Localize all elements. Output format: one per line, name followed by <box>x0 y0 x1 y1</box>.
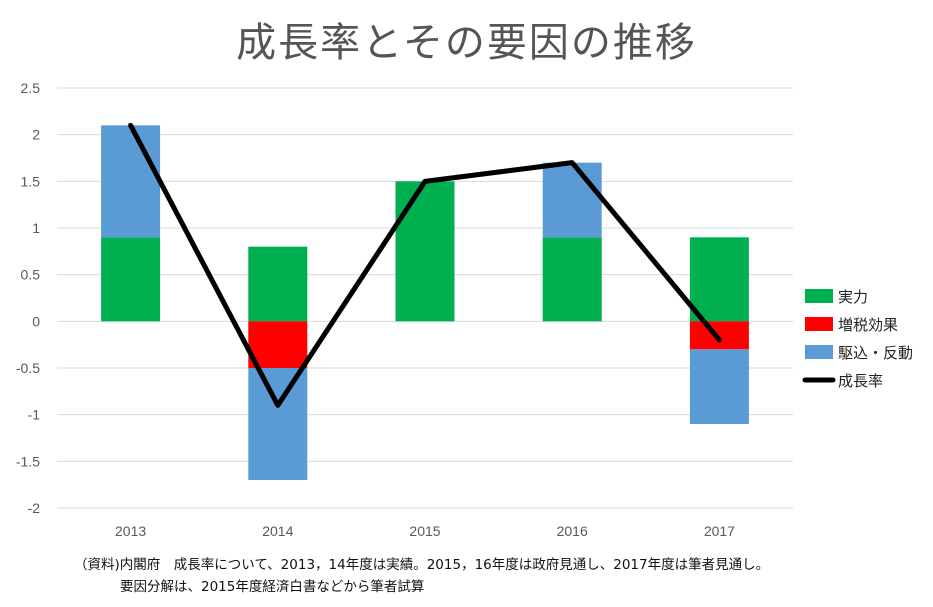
y-tick-label: 2 <box>32 127 40 143</box>
bar-2017-series-1 <box>689 321 749 350</box>
bar-2017-series-0 <box>689 237 749 322</box>
source-note: （資料)内閣府 成長率について、2013，14年度は実績。2015，16年度は政… <box>74 554 769 598</box>
x-tick-label: 2014 <box>262 523 293 539</box>
legend-label: 駆込・反動 <box>838 344 913 362</box>
bar-2013-series-0 <box>101 237 161 322</box>
legend-swatch <box>805 317 833 331</box>
legend-label: 成長率 <box>838 372 883 390</box>
y-tick-label: 2.5 <box>21 80 41 96</box>
bar-2013-series-2 <box>101 125 161 238</box>
y-tick-label: 0.5 <box>21 267 41 283</box>
x-axis-ticks: 2013 2014 2015 2016 2017 <box>115 523 735 539</box>
legend-label: 実力 <box>838 288 868 306</box>
y-axis-ticks: 2.5 2 1.5 1 0.5 0 -0.5 -1 -1.5 -2 <box>16 80 40 516</box>
y-tick-label: 1.5 <box>21 173 41 189</box>
x-tick-label: 2015 <box>409 523 440 539</box>
bar-2014-series-0 <box>248 246 308 322</box>
bar-2015-series-0 <box>395 181 455 322</box>
bar-2016-series-2 <box>542 162 602 238</box>
growth-line <box>128 122 722 408</box>
x-tick-label: 2017 <box>704 523 735 539</box>
source-note-line-2: 要因分解は、2015年度経済白書などから筆者試算 <box>120 579 425 595</box>
x-tick-label: 2016 <box>557 523 588 539</box>
bar-2014-series-2 <box>248 368 308 480</box>
y-tick-label: 0 <box>32 313 40 329</box>
y-tick-label: -1 <box>28 407 41 423</box>
chart-title: 成長率とその要因の推移 <box>236 20 697 66</box>
legend-swatch <box>805 345 833 359</box>
y-tick-label: 1 <box>32 220 40 236</box>
x-tick-label: 2013 <box>115 523 146 539</box>
legend-swatch <box>805 289 833 303</box>
y-tick-label: -1.5 <box>16 453 40 469</box>
source-note-line-1: （資料)内閣府 成長率について、2013，14年度は実績。2015，16年度は政… <box>74 557 770 573</box>
bar-2014-series-1 <box>248 321 308 368</box>
y-tick-label: -0.5 <box>16 360 40 376</box>
bars <box>101 125 749 480</box>
y-tick-label: -2 <box>28 500 41 516</box>
bar-2016-series-0 <box>542 237 602 322</box>
legend-label: 増税効果 <box>838 316 898 334</box>
bar-2017-series-2 <box>689 349 749 424</box>
